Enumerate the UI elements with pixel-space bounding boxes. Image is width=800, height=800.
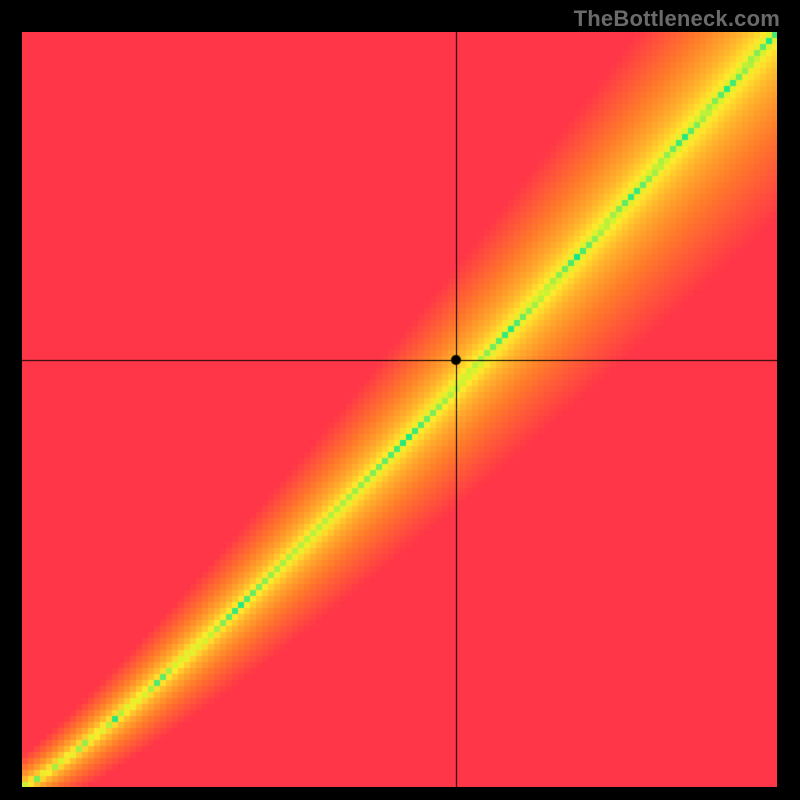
bottleneck-heatmap (22, 32, 777, 787)
watermark-label: TheBottleneck.com (574, 6, 780, 32)
